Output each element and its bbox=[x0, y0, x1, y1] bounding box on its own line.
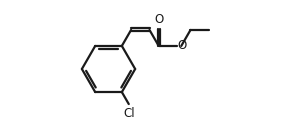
Text: O: O bbox=[178, 39, 187, 52]
Text: O: O bbox=[154, 13, 163, 26]
Text: Cl: Cl bbox=[123, 107, 135, 120]
